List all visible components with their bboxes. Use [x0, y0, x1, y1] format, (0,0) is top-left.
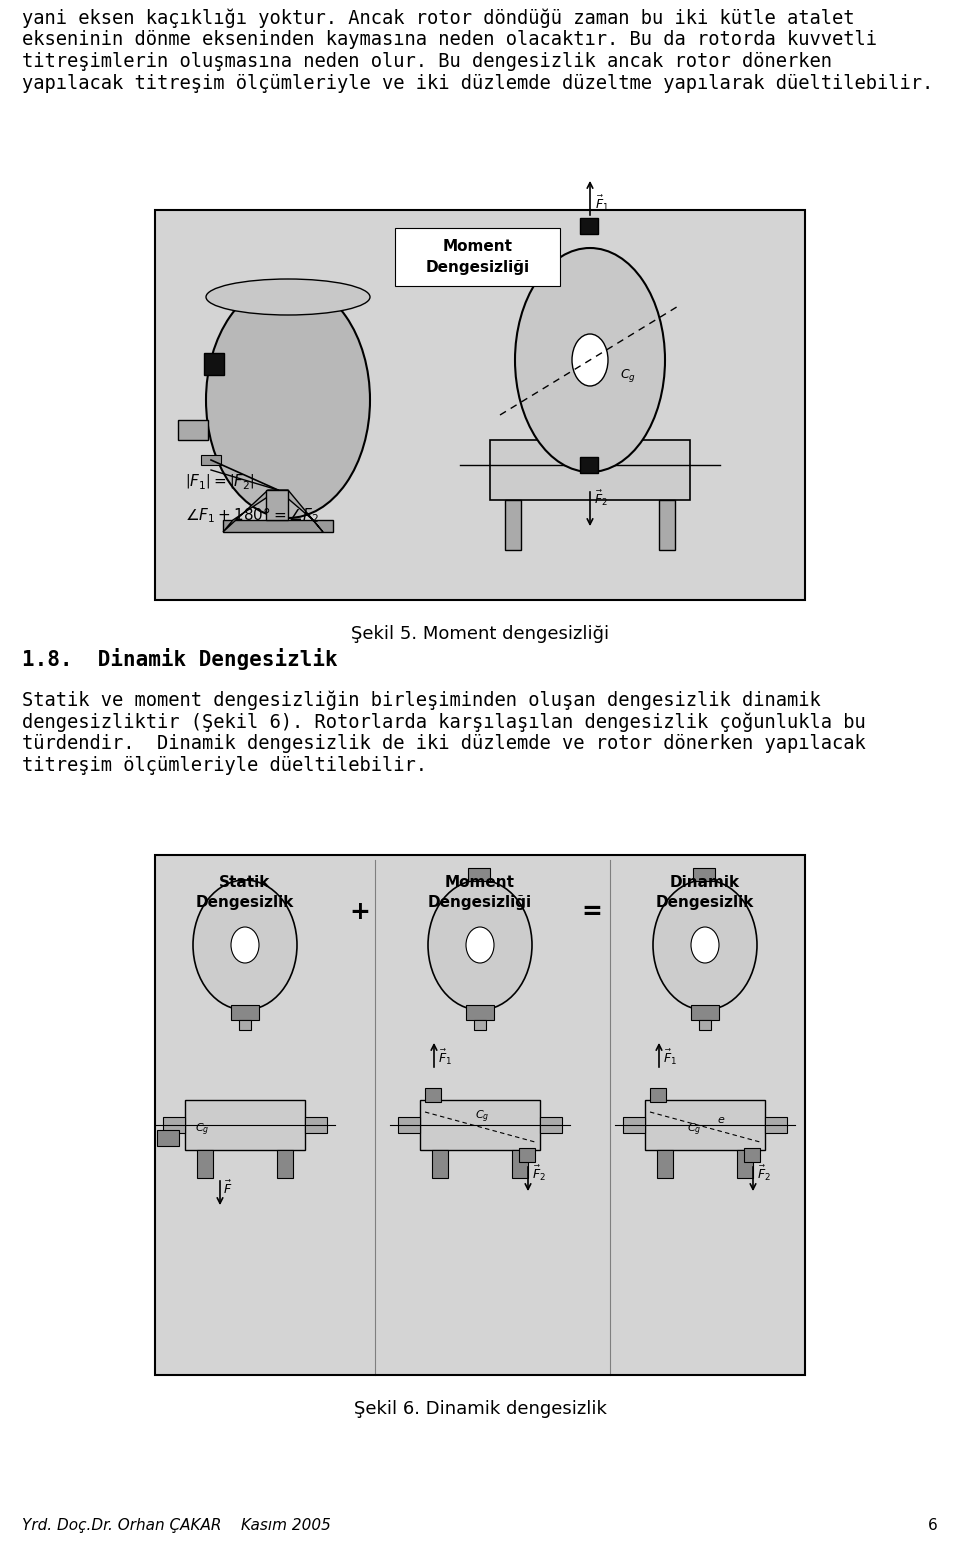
Bar: [650, 1088, 666, 1102]
Text: ekseninin dönme ekseninden kaymasına neden olacaktır. Bu da rotorda kuvvetli: ekseninin dönme ekseninden kaymasına ned…: [22, 29, 877, 49]
Text: $\left|F_1\right| = \left|F_2\right|$: $\left|F_1\right| = \left|F_2\right|$: [185, 472, 254, 491]
Text: Statik ve moment dengesizliğin birleşiminden oluşan dengesizlik dinamik: Statik ve moment dengesizliğin birleşimi…: [22, 690, 821, 710]
Ellipse shape: [193, 880, 297, 1011]
Text: titreşim ölçümleriyle düeltilebilir.: titreşim ölçümleriyle düeltilebilir.: [22, 756, 427, 775]
Text: yani eksen kaçıklığı yoktur. Ancak rotor döndüğü zaman bu iki kütle atalet: yani eksen kaçıklığı yoktur. Ancak rotor…: [22, 8, 854, 28]
Bar: [204, 353, 224, 375]
Ellipse shape: [572, 333, 608, 386]
Bar: [474, 1020, 486, 1031]
Bar: [420, 1100, 540, 1150]
Bar: [765, 1117, 787, 1133]
Bar: [432, 1150, 448, 1177]
Bar: [580, 218, 598, 235]
Text: Moment
Dengesizliği: Moment Dengesizliği: [428, 875, 532, 910]
Text: $C_g$: $C_g$: [620, 367, 636, 384]
Bar: [157, 1129, 179, 1146]
Bar: [744, 1148, 760, 1162]
Ellipse shape: [653, 880, 757, 1011]
Bar: [699, 1020, 711, 1031]
Polygon shape: [278, 491, 323, 532]
Text: +: +: [349, 900, 371, 924]
Bar: [623, 1117, 645, 1133]
Ellipse shape: [428, 880, 532, 1011]
Text: $C_g$: $C_g$: [687, 1122, 702, 1139]
Bar: [737, 1150, 753, 1177]
Bar: [201, 455, 221, 464]
Bar: [155, 855, 805, 1375]
Bar: [305, 1117, 327, 1133]
Bar: [468, 869, 490, 881]
Bar: [178, 420, 208, 440]
Text: türdendir.  Dinamik dengesizlik de iki düzlemde ve rotor dönerken yapılacak: türdendir. Dinamik dengesizlik de iki dü…: [22, 734, 866, 753]
Bar: [645, 1100, 765, 1150]
Ellipse shape: [691, 927, 719, 963]
Bar: [505, 500, 521, 549]
Bar: [466, 1004, 494, 1020]
Bar: [693, 869, 715, 881]
Bar: [540, 1117, 562, 1133]
Bar: [231, 1004, 259, 1020]
Text: Dinamik
Dengesizlik: Dinamik Dengesizlik: [656, 875, 755, 910]
Text: Şekil 5. Moment dengesizliği: Şekil 5. Moment dengesizliği: [351, 625, 609, 643]
Text: $C_g$: $C_g$: [195, 1122, 209, 1139]
Ellipse shape: [206, 279, 370, 315]
Bar: [395, 228, 560, 285]
Polygon shape: [223, 491, 278, 532]
Text: Statik
Dengesizlik: Statik Dengesizlik: [196, 875, 294, 910]
Bar: [197, 1150, 213, 1177]
Text: $\vec{F}_2$: $\vec{F}_2$: [594, 489, 608, 508]
Bar: [223, 520, 333, 532]
Bar: [580, 457, 598, 474]
Text: $e$: $e$: [717, 1116, 726, 1125]
Text: titreşimlerin oluşmasına neden olur. Bu dengesizlik ancak rotor dönerken: titreşimlerin oluşmasına neden olur. Bu …: [22, 52, 832, 71]
Bar: [163, 1117, 185, 1133]
Bar: [512, 1150, 528, 1177]
Text: dengesizliktir (Şekil 6). Rotorlarda karşılaşılan dengesizlik çoğunlukla bu: dengesizliktir (Şekil 6). Rotorlarda kar…: [22, 711, 866, 731]
Text: 6: 6: [928, 1518, 938, 1534]
Text: $\vec{F}_2$: $\vec{F}_2$: [532, 1163, 546, 1183]
Bar: [519, 1148, 535, 1162]
Text: $\vec{F}_1$: $\vec{F}_1$: [663, 1048, 677, 1068]
Ellipse shape: [231, 927, 259, 963]
Bar: [398, 1117, 420, 1133]
Ellipse shape: [206, 282, 370, 518]
Bar: [425, 1088, 441, 1102]
Bar: [277, 1150, 293, 1177]
Text: 1.8.  Dinamik Dengesizlik: 1.8. Dinamik Dengesizlik: [22, 648, 338, 670]
Bar: [659, 500, 675, 549]
Text: $\vec{F}_2$: $\vec{F}_2$: [757, 1163, 771, 1183]
Text: $\vec{F}$: $\vec{F}$: [223, 1180, 232, 1197]
Text: $\vec{F}_1$: $\vec{F}_1$: [438, 1048, 452, 1068]
Bar: [185, 1100, 305, 1150]
Bar: [490, 440, 690, 500]
Text: $\angle F_1 + 180° = \angle F_2$: $\angle F_1 + 180° = \angle F_2$: [185, 505, 319, 525]
Bar: [691, 1004, 719, 1020]
Ellipse shape: [466, 927, 494, 963]
Text: yapılacak titreşim ölçümleriyle ve iki düzlemde düzeltme yapılarak düeltilebilir: yapılacak titreşim ölçümleriyle ve iki d…: [22, 74, 933, 93]
Text: Şekil 6. Dinamik dengesizlik: Şekil 6. Dinamik dengesizlik: [353, 1400, 607, 1418]
Bar: [657, 1150, 673, 1177]
Text: $C_g$: $C_g$: [475, 1109, 490, 1125]
Text: =: =: [582, 900, 603, 924]
Text: Moment
Dengesizliği: Moment Dengesizliği: [425, 239, 530, 275]
Bar: [239, 1020, 251, 1031]
Bar: [155, 210, 805, 600]
Ellipse shape: [515, 248, 665, 472]
Text: $\vec{F}_1$: $\vec{F}_1$: [595, 193, 609, 213]
Text: Yrd. Doç.Dr. Orhan ÇAKAR    Kasım 2005: Yrd. Doç.Dr. Orhan ÇAKAR Kasım 2005: [22, 1518, 331, 1534]
Bar: [266, 491, 288, 520]
